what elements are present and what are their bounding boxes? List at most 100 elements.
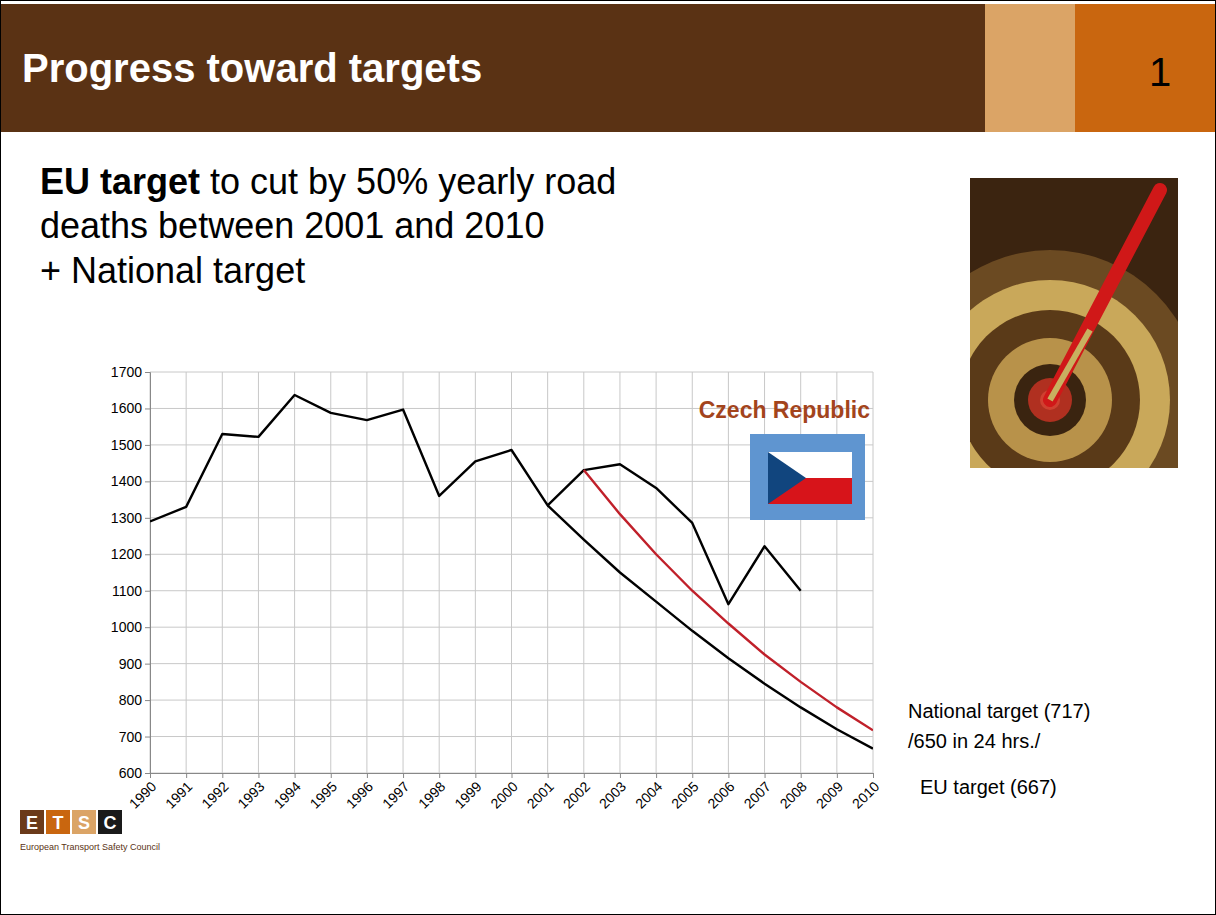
slide-frame [1,1,1216,915]
grid-line-x [728,372,729,773]
header-accent [1075,4,1216,132]
grid-line-y [150,554,873,555]
y-tick: 1300 [111,510,150,526]
header-bar [0,4,1216,132]
x-tick-label: 1998 [415,778,448,811]
x-tick-mark [837,773,838,778]
y-tick-label: 1600 [111,400,142,416]
x-tick-mark [584,773,585,778]
grid-line-x [294,372,295,773]
flag-image [750,434,865,520]
logo-caption: European Transport Safety Council [20,842,160,852]
dartboard-image [900,178,1200,550]
x-tick-mark [692,773,693,778]
flag-sky [750,434,865,520]
x-tick: 1996 [343,773,376,812]
grid [150,372,873,773]
x-tick-mark [475,773,476,778]
y-tick: 1000 [111,619,150,635]
subtitle-bold: EU target [40,161,200,202]
x-tick-label: 1991 [162,778,195,811]
dartboard-ring [970,250,1178,468]
x-tick-label: 2004 [632,778,665,811]
x-tick-label: 2009 [813,778,846,811]
x-tick-label: 2005 [668,778,701,811]
flag-blue [768,452,806,504]
y-tick-mark [145,737,150,738]
y-tick: 1400 [111,473,150,489]
grid-line-x [222,372,223,773]
subtitle-line: + National target [40,250,305,291]
dart [1050,190,1160,400]
x-tick-label: 2003 [596,778,629,811]
grid-line-x [583,372,584,773]
logo-box [20,810,44,834]
x-tick-mark [765,773,766,778]
y-tick-mark [145,408,150,409]
grid-line-x [330,372,331,773]
series-label: EU target (667) [920,776,1057,798]
x-tick: 1991 [162,773,195,812]
series-label: National target (717) [908,700,1090,722]
y-tick: 1600 [111,400,150,416]
x-tick-label: 2008 [777,778,810,811]
x-tick-label: 2002 [560,778,593,811]
x-tick: 1993 [234,773,267,812]
y-axis-line [145,373,151,774]
grid-line-x [186,372,187,773]
x-tick-label: 2010 [849,778,882,811]
x-tick-mark [873,773,874,778]
x-tick: 2007 [740,773,773,812]
y-tick-label: 1400 [111,473,142,489]
grid-line-x [764,372,765,773]
logo-letter: T [53,813,64,833]
logo-box [46,810,70,834]
subtitle-text: + National target [40,250,305,291]
x-tick-label: 1990 [126,778,159,811]
grid-line-x [403,372,404,773]
y-tick: 1100 [112,583,150,599]
grid-line-x [475,372,476,773]
x-tick: 2006 [704,773,737,812]
y-tick-label: 1100 [112,583,142,599]
y-tick-label: 900 [119,656,143,672]
x-tick-label: 2001 [524,778,557,811]
x-tick-mark [150,773,151,778]
y-tick-label: 600 [119,765,143,781]
x-tick-mark [801,773,802,778]
x-tick: 2008 [777,773,810,812]
subtitle-text: deaths between 2001 and 2010 [40,205,544,246]
x-tick-label: 2000 [487,778,520,811]
grid-line-x [873,372,874,773]
header-accent [985,4,1075,132]
x-tick: 2004 [632,773,665,812]
x-tick-mark [439,773,440,778]
country-label: Czech Republic [699,397,870,423]
y-tick-label: 800 [119,692,143,708]
grid-line-x [511,372,512,773]
grid-line-y [150,372,873,373]
x-tick: 2005 [668,773,701,812]
x-tick-mark [656,773,657,778]
subtitle-line: EU target to cut by 50% yearly road [40,161,616,202]
x-tick-label: 1994 [271,778,304,811]
x-axis-line [151,774,874,779]
grid-line-y [150,736,873,737]
y-tick-mark [145,445,150,446]
x-tick-mark [548,773,549,778]
y-tick-mark [145,591,150,592]
plot-marks [150,395,873,749]
x-tick-mark [367,773,368,778]
x-tick-label: 1996 [343,778,376,811]
x-tick: 2009 [813,773,846,812]
y-tick-mark [145,773,150,774]
logo-box [72,810,96,834]
y-tick-label: 1500 [111,437,142,453]
y-tick: 900 [119,656,150,672]
x-tick-mark [403,773,404,778]
x-tick: 1997 [379,773,412,812]
header-title: Progress toward targets [22,46,482,90]
logo: ETSCEuropean Transport Safety Council [20,810,160,852]
dart-tip [1050,330,1090,400]
y-tick-mark [145,518,150,519]
